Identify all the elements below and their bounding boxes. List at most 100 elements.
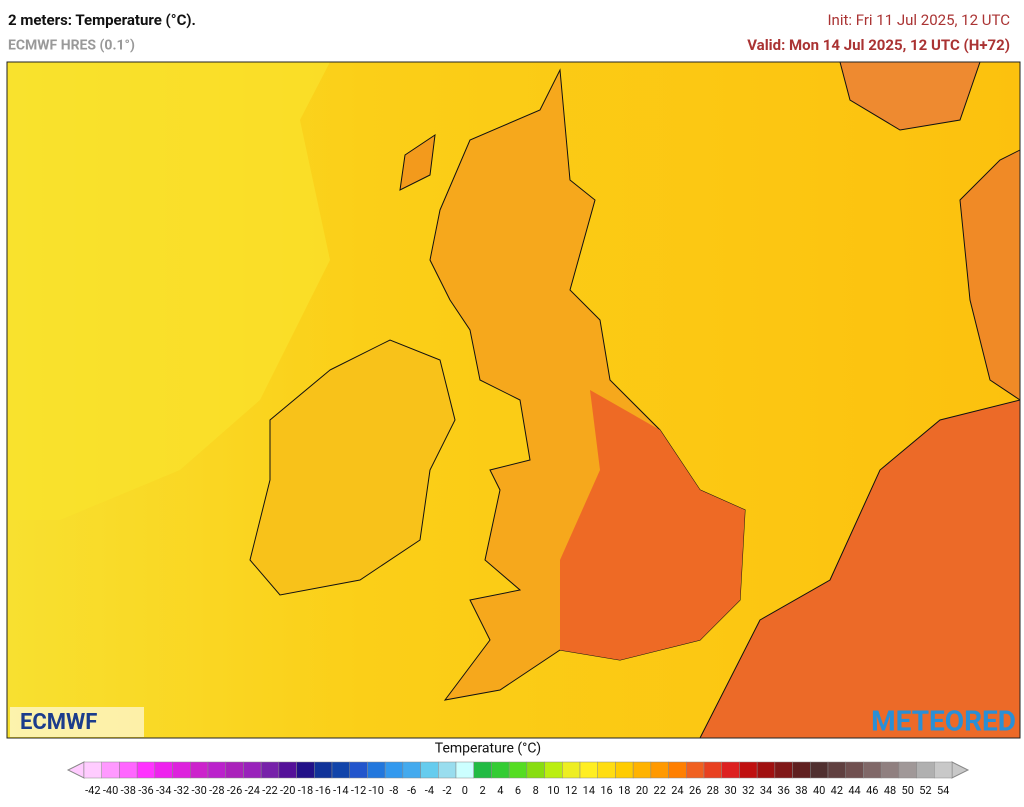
- legend-label: -38: [121, 784, 136, 797]
- legend-label: -12: [351, 784, 366, 797]
- legend-arrow-right: [951, 761, 970, 779]
- legend-swatch: [898, 761, 917, 779]
- legend-swatch: [154, 761, 173, 779]
- legend-label: 48: [884, 784, 896, 797]
- legend-swatch: [774, 761, 793, 779]
- legend-swatch: [863, 761, 882, 779]
- legend-label: 6: [515, 784, 521, 797]
- legend-label: 22: [654, 784, 666, 797]
- legend-swatch: [562, 761, 581, 779]
- legend-label: 36: [778, 784, 790, 797]
- legend-arrow-left: [66, 761, 85, 779]
- legend-label: 24: [671, 784, 683, 797]
- legend-swatch: [190, 761, 209, 779]
- legend-title: Temperature (°C): [435, 741, 541, 757]
- ireland: [249, 339, 456, 596]
- legend-label: 50: [902, 784, 914, 797]
- logo-left-bg: [10, 707, 144, 737]
- legend-swatch: [101, 761, 120, 779]
- legend-label: -14: [333, 784, 348, 797]
- legend-swatch: [615, 761, 634, 779]
- legend-swatch: [934, 761, 953, 779]
- legend-label: -28: [209, 784, 224, 797]
- legend-swatch: [402, 761, 421, 779]
- legend-swatch: [703, 761, 722, 779]
- legend-label: 14: [583, 784, 595, 797]
- legend-label: 40: [813, 784, 825, 797]
- legend-swatch: [438, 761, 457, 779]
- legend-swatch: [172, 761, 191, 779]
- legend-swatch: [473, 761, 492, 779]
- legend-swatch: [349, 761, 368, 779]
- map: [7, 62, 1020, 738]
- legend-swatch: [756, 761, 776, 779]
- legend-label: 18: [618, 784, 630, 797]
- legend-label: 30: [724, 784, 736, 797]
- logo-left: ECMWF: [20, 710, 97, 735]
- legend-label: 2: [479, 784, 485, 797]
- legend-label: 46: [866, 784, 878, 797]
- legend-label: -26: [227, 784, 242, 797]
- legend-swatch: [686, 761, 705, 779]
- legend-swatch: [367, 761, 386, 779]
- map-frame: [6, 61, 1021, 739]
- legend-label: 54: [937, 784, 949, 797]
- valid: Valid: Mon 14 Jul 2025, 12 UTC (H+72): [747, 36, 1010, 54]
- legend-swatch: [491, 761, 510, 779]
- legend-label: -22: [262, 784, 277, 797]
- legend-label: 38: [795, 784, 807, 797]
- legend-label: 16: [600, 784, 612, 797]
- legend-label: -20: [280, 784, 295, 797]
- legend-swatch: [721, 761, 740, 779]
- legend-swatch: [260, 761, 280, 779]
- legend-swatch: [508, 761, 528, 779]
- legend-label: -16: [315, 784, 330, 797]
- legend-label: 4: [497, 784, 503, 797]
- legend-label: 42: [831, 784, 843, 797]
- legend-swatch: [420, 761, 439, 779]
- legend-label: 26: [689, 784, 701, 797]
- legend-swatch: [579, 761, 598, 779]
- init: Init: Fri 11 Jul 2025, 12 UTC: [827, 11, 1010, 29]
- legend-label: -42: [85, 784, 100, 797]
- legend-swatch: [668, 761, 687, 779]
- model: ECMWF HRES (0.1°): [8, 38, 135, 54]
- legend-swatch: [296, 761, 315, 779]
- norway-tip: [839, 62, 981, 131]
- legend-swatch: [792, 761, 811, 779]
- legend-label: 12: [565, 784, 577, 797]
- legend-swatch: [845, 761, 864, 779]
- legend-swatch: [83, 761, 102, 779]
- legend-swatch: [314, 761, 333, 779]
- continent: [699, 399, 1020, 738]
- legend-swatch: [880, 761, 900, 779]
- legend-label: -4: [425, 784, 434, 797]
- legend-swatch: [597, 761, 616, 779]
- legend-label: 52: [919, 784, 931, 797]
- legend-label: -10: [369, 784, 384, 797]
- legend-swatch: [119, 761, 138, 779]
- legend-label: -30: [191, 784, 206, 797]
- legend-swatch: [739, 761, 758, 779]
- scandinavia: [959, 149, 1020, 401]
- legend-label: 10: [547, 784, 559, 797]
- legend-label: 32: [742, 784, 754, 797]
- hot-england: [560, 390, 745, 660]
- legend-label: -8: [389, 784, 398, 797]
- cool-zone: [7, 62, 330, 520]
- legend-label: 0: [462, 784, 468, 797]
- legend-swatch: [455, 761, 474, 779]
- legend-swatch: [916, 761, 935, 779]
- legend-swatch: [632, 761, 652, 779]
- logo-right: METEORED: [871, 704, 1016, 737]
- legend-label: -36: [138, 784, 153, 797]
- legend-swatch: [384, 761, 404, 779]
- legend-label: -6: [407, 784, 416, 797]
- legend-swatch: [650, 761, 669, 779]
- legend-swatch: [331, 761, 350, 779]
- legend: -42 -40 -38 -36 -34 -32 -30 -28 -26 -24 -22 -20 -18-…: [66, 761, 970, 797]
- legend-swatch: [207, 761, 226, 779]
- legend-swatch: [810, 761, 829, 779]
- legend-swatch: [136, 761, 156, 779]
